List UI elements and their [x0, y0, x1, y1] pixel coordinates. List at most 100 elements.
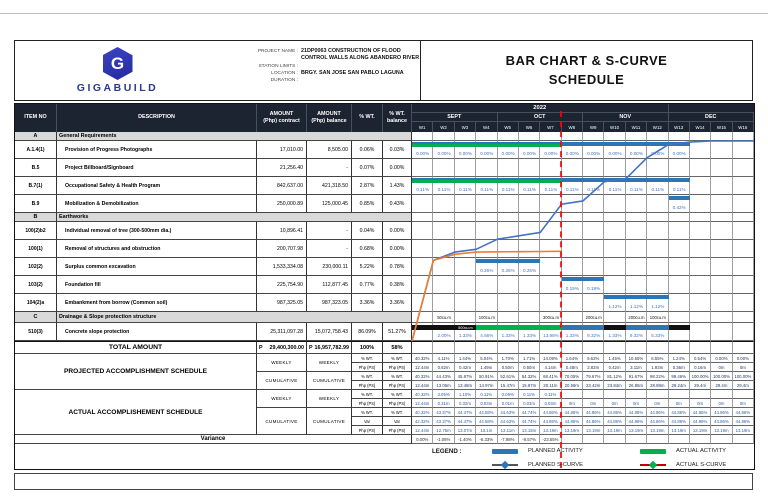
item-no: 104(2)a [15, 294, 57, 312]
projected-schedule-value: 4.11% [433, 354, 455, 363]
actual-schedule-value: 43.37% [433, 417, 455, 426]
brand-name: GIGABUILD [76, 82, 159, 94]
week-cell [711, 312, 733, 323]
actual-schedule-unit-label: Php (PS) [352, 426, 383, 435]
week-value: 1.33% [565, 333, 579, 338]
week-cell [454, 341, 477, 354]
planned-activity-bar [561, 325, 605, 330]
projected-schedule-value: 81.12% [604, 372, 626, 381]
projected-schedule-value: 12.44m [412, 381, 434, 390]
weight-balance-pct: 3.36% [383, 294, 412, 312]
week-cell [689, 294, 712, 312]
week-cell [454, 222, 477, 240]
column-header: AMOUNT (Php) balance [307, 104, 352, 132]
item-no: B.7(1) [15, 177, 57, 195]
week-cell [647, 258, 669, 276]
week-cell [732, 159, 754, 177]
section-title: Earthworks [57, 213, 412, 222]
actual-schedule-group-label: CUMULATIVE [257, 408, 307, 435]
week-cell [625, 213, 648, 222]
week-cell [689, 258, 712, 276]
week-cell [433, 222, 455, 240]
actual-schedule-unit-label: Php (PS) [383, 426, 412, 435]
project-field-row: STATION LIMITS : [220, 63, 420, 69]
amount-balance: 8,505.00 [307, 141, 352, 159]
projected-schedule-value: 44.43% [433, 372, 455, 381]
projected-schedule-value: 68.41% [540, 372, 562, 381]
field-value [301, 63, 420, 69]
actual-schedule-value [647, 390, 669, 399]
week-value: 0.00% [672, 151, 686, 156]
actual-schedule-value: 44.86% [604, 417, 626, 426]
week-cell [732, 258, 754, 276]
actual-schedule-value: 44.86% [647, 417, 669, 426]
week-cell [540, 222, 562, 240]
month-header: NOV [583, 112, 669, 121]
week-cell [518, 132, 541, 141]
actual-schedule-value: 0.05% [497, 390, 519, 399]
week-cell [412, 213, 434, 222]
week-cell [497, 222, 519, 240]
week-cell [711, 258, 733, 276]
week-cell [732, 177, 754, 195]
week-cell [433, 276, 455, 294]
week-cell [583, 258, 605, 276]
total-balance: P 16,957,782.99 [307, 341, 352, 354]
actual-schedule-value: 44.74% [518, 417, 541, 426]
item-no: B.9 [15, 195, 57, 213]
weight-pct: 0.85% [352, 195, 383, 213]
actual-schedule-value [711, 390, 733, 399]
week-value: 1.12% [651, 304, 665, 309]
projected-schedule-value: 91.67% [625, 372, 648, 381]
week-value: 0.00% [544, 151, 558, 156]
projected-schedule-value: 52.61% [497, 372, 519, 381]
projected-schedule-value: 45.87% [454, 372, 477, 381]
week-cell [476, 276, 498, 294]
week-cell [561, 159, 583, 177]
weight-pct: 0.06% [352, 141, 383, 159]
total-pct: 100% [352, 341, 383, 354]
black-activity-bar [604, 325, 626, 330]
variance-value [561, 435, 583, 444]
week-value: 0.11% [651, 187, 665, 192]
planned-activity-bar [625, 325, 669, 330]
actual-schedule-value: 44.86% [668, 408, 690, 417]
column-header: AMOUNT (Php) contract [257, 104, 307, 132]
quantity-label: 300cu.m [542, 315, 559, 320]
week-cell [647, 222, 669, 240]
projected-schedule-value: 100.00% [732, 372, 754, 381]
week-cell [732, 341, 754, 354]
section-item-no: B [15, 213, 57, 222]
week-header: W6 [518, 121, 541, 132]
week-cell [625, 258, 648, 276]
actual-schedule-value [561, 390, 583, 399]
month-header: OCT [497, 112, 583, 121]
weight-balance-pct: 0.38% [383, 276, 412, 294]
projected-schedule-value: 9.62% [583, 354, 605, 363]
week-cell [732, 312, 754, 323]
projected-schedule-value: 0m [732, 363, 754, 372]
month-header: DEC [668, 112, 754, 121]
week-cell [625, 132, 648, 141]
actual-schedule-value: 44.58% [476, 408, 498, 417]
week-header: W2 [433, 121, 455, 132]
week-cell [433, 258, 455, 276]
week-cell [412, 276, 434, 294]
amount-contract: 200,707.98 [257, 240, 307, 258]
week-value: 0.26% [480, 268, 494, 273]
week-value: 5.33% [651, 333, 665, 338]
projected-schedule-unit-label: % WT. [352, 372, 383, 381]
week-cell [412, 294, 434, 312]
week-cell [412, 312, 434, 323]
week-cell [732, 195, 754, 213]
column-header: ITEM NO [15, 104, 57, 132]
week-cell [689, 222, 712, 240]
field-label: STATION LIMITS : [258, 63, 298, 69]
week-cell [497, 341, 519, 354]
item-no: 510(3) [15, 323, 57, 341]
actual-schedule-value: 1.10% [454, 390, 477, 399]
week-cell [689, 195, 712, 213]
week-value: 0.11% [459, 187, 472, 192]
week-cell [689, 323, 712, 341]
week-cell [668, 132, 690, 141]
